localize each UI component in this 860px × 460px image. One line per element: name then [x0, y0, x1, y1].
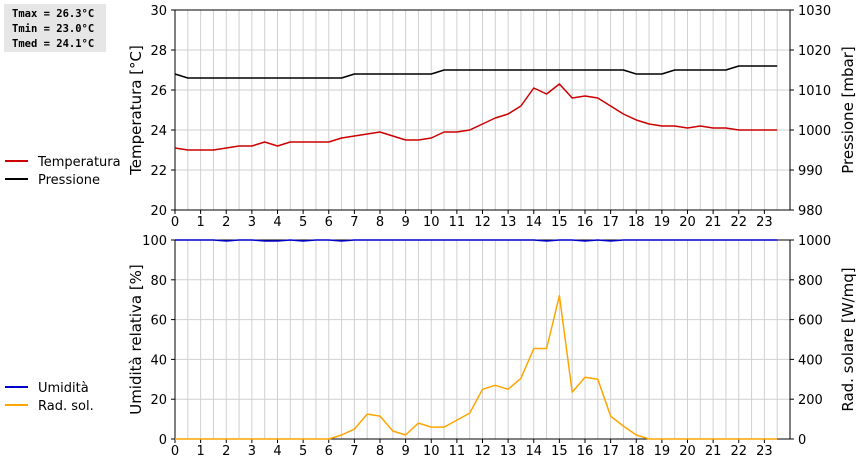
y-tick-label-right: 1020 — [798, 44, 831, 59]
x-tick-label: 6 — [325, 444, 333, 459]
x-tick-label: 15 — [551, 215, 568, 230]
y-tick-label-right: 1030 — [798, 4, 831, 19]
y-tick-label-left: 60 — [150, 314, 167, 329]
x-tick-label: 20 — [679, 215, 696, 230]
y-tick-label-right: 0 — [798, 433, 806, 448]
x-tick-label: 10 — [423, 215, 440, 230]
y-tick-label-left: 30 — [150, 4, 167, 19]
x-tick-label: 1 — [196, 215, 204, 230]
y-tick-label-left: 40 — [150, 353, 167, 368]
x-tick-label: 5 — [299, 444, 307, 459]
y-tick-label-left: 20 — [150, 393, 167, 408]
x-tick-label: 14 — [525, 444, 542, 459]
x-tick-label: 11 — [449, 215, 466, 230]
x-tick-label: 16 — [577, 444, 594, 459]
y-tick-label-left: 0 — [159, 433, 167, 448]
x-tick-label: 9 — [401, 215, 409, 230]
tmax-label: Tmax = 26.3°C — [12, 8, 95, 20]
y-tick-label-left: 20 — [150, 204, 167, 219]
x-tick-label: 17 — [602, 444, 619, 459]
legend-label: Pressione — [38, 173, 100, 188]
y-tick-label-right: 600 — [798, 314, 823, 329]
x-tick-label: 15 — [551, 444, 568, 459]
x-tick-label: 2 — [222, 215, 230, 230]
x-tick-label: 4 — [273, 444, 281, 459]
y-tick-label-left: 80 — [150, 274, 167, 289]
x-tick-label: 21 — [705, 215, 722, 230]
tmed-label: Tmed = 24.1°C — [12, 38, 95, 50]
x-tick-label: 6 — [325, 215, 333, 230]
temperature-pressure-panel: 0 1 2 3 4 5 6 7 8 9 10 11 12 13 14 15 16 17 18 19 20 21 22 2320… — [127, 4, 857, 230]
y-tick-label-right: 990 — [798, 164, 823, 179]
y-tick-label-left: 22 — [150, 164, 167, 179]
x-tick-label: 7 — [350, 444, 358, 459]
x-tick-label: 7 — [350, 215, 358, 230]
x-tick-label: 3 — [248, 215, 256, 230]
x-tick-label: 23 — [756, 215, 773, 230]
y-tick-label-left: 24 — [150, 124, 167, 139]
y-tick-label-right: 1010 — [798, 84, 831, 99]
y-tick-label-left: 100 — [142, 234, 167, 249]
y-axis-title-right: Rad. solare [W/mq] — [839, 267, 857, 411]
x-tick-label: 22 — [730, 215, 747, 230]
x-tick-label: 3 — [248, 444, 256, 459]
y-tick-label-right: 800 — [798, 274, 823, 289]
x-tick-label: 2 — [222, 444, 230, 459]
y-tick-label-left: 28 — [150, 44, 167, 59]
x-tick-label: 12 — [474, 215, 491, 230]
x-tick-label: 13 — [500, 444, 517, 459]
legend-label: Umidità — [38, 381, 89, 396]
series-line-rad-sol — [175, 294, 778, 440]
y-tick-label-left: 26 — [150, 84, 167, 99]
x-tick-label: 0 — [171, 215, 179, 230]
stats-box: Tmax = 26.3°C Tmin = 23.0°C Tmed = 24.1°… — [4, 4, 106, 52]
x-tick-label: 5 — [299, 215, 307, 230]
y-axis-title-right: Pressione [mbar] — [839, 46, 857, 174]
tmin-label: Tmin = 23.0°C — [12, 23, 95, 35]
legend-label: Temperatura — [37, 155, 121, 170]
x-tick-label: 23 — [756, 444, 773, 459]
x-tick-label: 14 — [525, 215, 542, 230]
y-tick-label-right: 980 — [798, 204, 823, 219]
x-tick-label: 18 — [628, 215, 645, 230]
y-tick-label-right: 200 — [798, 393, 823, 408]
legend-label: Rad. sol. — [38, 399, 94, 414]
y-tick-label-right: 1000 — [798, 234, 831, 249]
y-tick-label-right: 400 — [798, 353, 823, 368]
series-line-umidita — [175, 239, 778, 242]
y-axis-title-left: Temperatura [°C] — [127, 45, 145, 176]
x-tick-label: 11 — [449, 444, 466, 459]
x-tick-label: 0 — [171, 444, 179, 459]
legends: Temperatura Pressione Umidità Rad. sol. — [5, 155, 121, 414]
x-tick-label: 18 — [628, 444, 645, 459]
x-tick-label: 22 — [730, 444, 747, 459]
x-tick-label: 17 — [602, 215, 619, 230]
x-tick-label: 19 — [654, 215, 671, 230]
x-tick-label: 9 — [401, 444, 409, 459]
y-axis-title-left: Umidità relativa [%] — [127, 264, 145, 415]
x-tick-label: 1 — [196, 444, 204, 459]
x-tick-label: 8 — [376, 215, 384, 230]
x-tick-label: 8 — [376, 444, 384, 459]
x-tick-label: 12 — [474, 444, 491, 459]
x-tick-label: 13 — [500, 215, 517, 230]
x-tick-label: 21 — [705, 444, 722, 459]
series-line-temperatura — [174, 83, 778, 151]
series-line-pressione — [174, 65, 778, 79]
x-tick-label: 20 — [679, 444, 696, 459]
x-tick-label: 19 — [654, 444, 671, 459]
x-tick-label: 4 — [273, 215, 281, 230]
x-tick-label: 10 — [423, 444, 440, 459]
x-tick-label: 16 — [577, 215, 594, 230]
y-tick-label-right: 1000 — [798, 124, 831, 139]
humidity-radiation-panel: 0 1 2 3 4 5 6 7 8 9 10 11 12 13 14 15 16 17 18 19 20 21 22 2302… — [127, 234, 857, 459]
